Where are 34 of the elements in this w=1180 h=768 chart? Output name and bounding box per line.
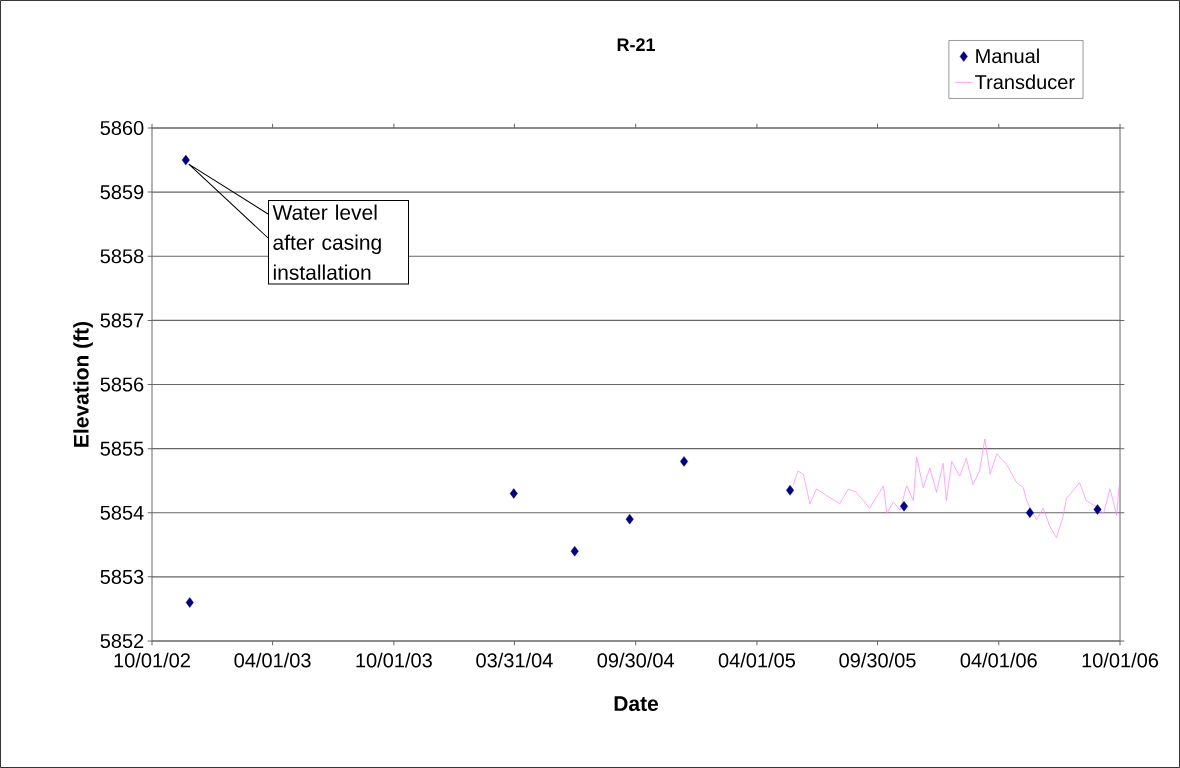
y-tick-label: 5853 <box>100 569 144 584</box>
annotation: Water level after casing installation <box>272 204 381 280</box>
point <box>680 456 688 467</box>
y-axis-title: Elevation (ft) <box>73 321 93 447</box>
y-tick-label: 5858 <box>100 249 144 264</box>
legend-label: Transducer <box>975 74 1075 90</box>
point <box>509 488 518 499</box>
x-tick-label: 04/01/06 <box>960 652 1037 668</box>
x-tick-label: 09/30/04 <box>597 652 675 668</box>
point <box>786 485 795 496</box>
x-tick-label: 10/01/02 <box>114 652 190 668</box>
point <box>185 597 194 608</box>
x-tick-label: 03/31/04 <box>476 652 553 668</box>
legend-label: Manual <box>976 48 1039 64</box>
y-tick-label: 5860 <box>100 120 144 136</box>
point <box>1025 507 1034 518</box>
y-tick-label: 5852 <box>100 633 144 649</box>
point <box>625 513 634 525</box>
y-tick-label: 5854 <box>100 505 144 520</box>
point <box>181 154 190 166</box>
y-tick-label: 5856 <box>100 377 144 392</box>
x-tick-label: 10/01/03 <box>356 652 432 668</box>
x-tick-label: 10/01/06 <box>1082 652 1159 668</box>
point <box>570 546 579 557</box>
y-tick-label: 5855 <box>100 441 144 456</box>
point <box>900 501 908 512</box>
x-axis-title: Date <box>614 696 659 712</box>
y-tick-label: 5857 <box>100 313 144 328</box>
chart-title: R-21 <box>617 38 656 51</box>
x-tick-label: 04/01/05 <box>718 652 796 668</box>
point <box>1093 504 1102 515</box>
x-tick-label: 09/30/05 <box>839 652 916 668</box>
x-tick-label: 04/01/03 <box>234 652 311 668</box>
y-tick-label: 5859 <box>100 185 144 200</box>
